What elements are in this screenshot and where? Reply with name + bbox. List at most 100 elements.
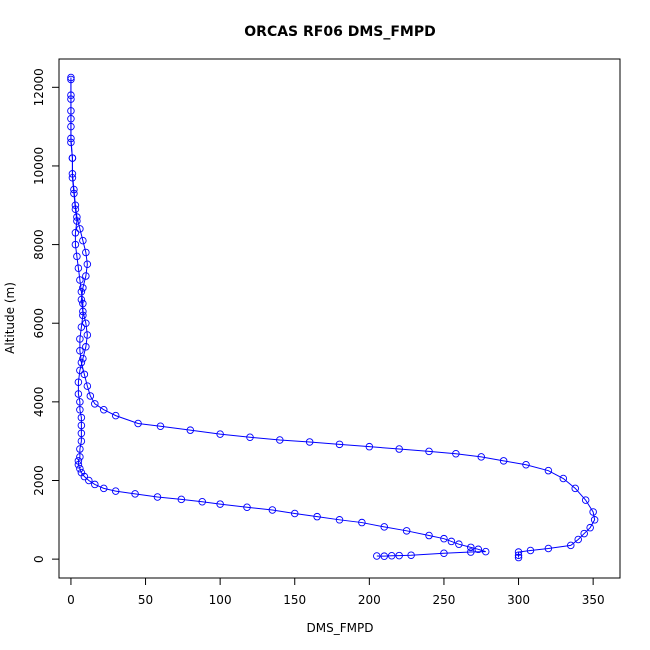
data-point <box>76 464 84 473</box>
data-point <box>514 551 523 559</box>
data-point <box>447 537 456 546</box>
data-point <box>544 544 553 553</box>
data-point <box>590 516 599 524</box>
data-point <box>77 468 86 477</box>
data-point <box>79 354 87 363</box>
y-tick-label: 0 <box>32 555 46 563</box>
data-point <box>83 260 92 268</box>
data-point <box>276 436 284 444</box>
data-point <box>373 552 381 560</box>
data-point <box>80 370 89 379</box>
x-tick-label: 150 <box>283 593 306 607</box>
data-point <box>134 419 142 428</box>
data-point <box>83 331 92 339</box>
x-tick-label: 250 <box>432 593 455 607</box>
x-tick-label: 0 <box>67 593 75 607</box>
data-point <box>544 466 553 475</box>
data-point <box>440 549 448 557</box>
data-point <box>70 189 78 198</box>
data-point <box>387 552 396 560</box>
data-point <box>440 534 448 543</box>
data-point <box>567 541 575 550</box>
data-point <box>71 240 80 249</box>
data-point <box>86 392 95 400</box>
data-point <box>67 95 75 103</box>
data-point <box>402 527 411 535</box>
data-point <box>335 516 344 524</box>
data-point <box>580 529 588 538</box>
data-point <box>186 426 195 434</box>
data-point <box>67 115 75 123</box>
x-tick-label: 200 <box>358 593 381 607</box>
data-point <box>91 480 99 489</box>
y-axis-label: Altitude (m) <box>3 282 17 354</box>
data-point <box>586 523 594 532</box>
data-point <box>395 445 403 453</box>
data-point <box>100 484 108 493</box>
x-axis-label: DMS_FMPD <box>307 621 374 635</box>
data-point <box>77 421 86 430</box>
data-point <box>313 512 321 521</box>
data-point <box>589 508 597 516</box>
data-point <box>559 474 568 483</box>
data-point <box>76 445 84 453</box>
data-point <box>77 429 86 438</box>
data-point <box>77 323 86 331</box>
data-point <box>365 442 374 451</box>
data-point <box>77 413 86 422</box>
data-point <box>455 540 463 548</box>
data-point <box>74 390 83 398</box>
data-point <box>67 134 75 143</box>
data-point <box>522 461 530 469</box>
y-tick-label: 4000 <box>32 387 46 418</box>
data-point <box>514 548 523 556</box>
y-tick-label: 10000 <box>32 147 46 185</box>
data-point <box>79 311 87 320</box>
y-tick-label: 6000 <box>32 308 46 339</box>
data-point <box>131 490 139 498</box>
y-tick-label: 2000 <box>32 465 46 496</box>
data-point <box>216 430 224 438</box>
plot-area <box>67 73 599 562</box>
data-point <box>76 398 84 406</box>
data-point <box>74 378 83 386</box>
data-point <box>198 497 206 506</box>
data-point <box>79 284 87 292</box>
x-tick-label: 350 <box>582 593 605 607</box>
data-point <box>76 346 84 355</box>
data-point <box>67 75 75 84</box>
data-point <box>526 546 535 555</box>
data-point <box>79 299 87 308</box>
data-point <box>243 503 251 511</box>
x-tick-label: 300 <box>507 593 530 607</box>
data-point <box>77 295 86 304</box>
data-point <box>76 453 84 461</box>
data-point <box>77 358 86 367</box>
y-tick-label: 12000 <box>32 68 46 106</box>
data-point <box>574 535 582 544</box>
data-point <box>481 547 490 556</box>
data-point <box>177 495 186 504</box>
data-point <box>68 154 77 162</box>
data-point <box>82 319 90 327</box>
data-point <box>514 553 523 562</box>
data-point <box>76 225 84 233</box>
x-tick-label: 100 <box>209 593 232 607</box>
data-point <box>76 276 84 284</box>
data-point <box>380 552 389 560</box>
data-point <box>76 335 84 343</box>
series-line-2 <box>70 79 596 558</box>
data-point <box>474 545 483 554</box>
data-point <box>85 476 93 485</box>
series-line-1 <box>70 77 486 557</box>
data-point <box>452 450 460 458</box>
data-point <box>91 400 99 408</box>
data-point <box>268 506 277 514</box>
data-point <box>73 252 81 261</box>
data-point <box>425 447 433 456</box>
data-point <box>499 457 508 465</box>
data-point <box>156 422 165 430</box>
data-point <box>290 509 299 518</box>
